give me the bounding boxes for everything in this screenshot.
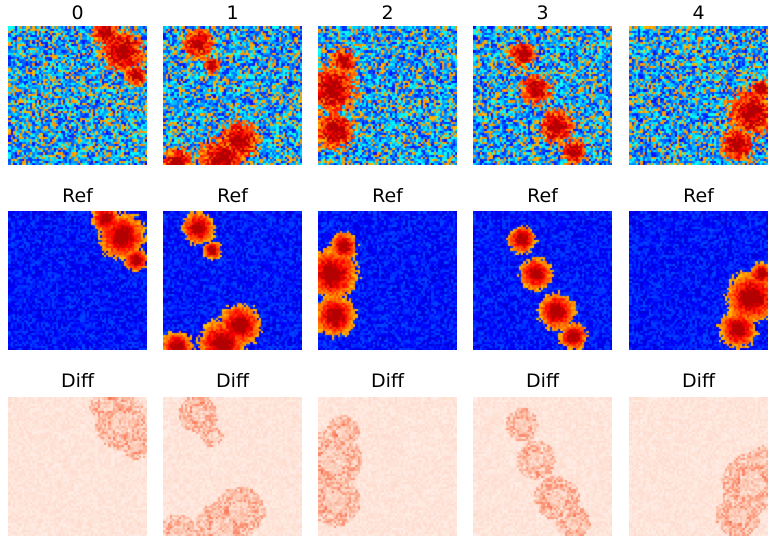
difference-image-4 — [629, 397, 768, 536]
reference-image-4 — [629, 211, 768, 350]
panel-title-pred-4: 4 — [692, 2, 705, 24]
reference-image-2 — [318, 211, 457, 350]
panel-title-diff-1: Diff — [216, 370, 249, 392]
panel-title-pred-2: 2 — [381, 2, 394, 24]
panel-title-pred-0: 0 — [71, 2, 84, 24]
panel-title-ref-2: Ref — [372, 185, 403, 207]
panel-title-pred-1: 1 — [226, 2, 239, 24]
panel-title-diff-2: Diff — [371, 370, 404, 392]
panel-title-diff-3: Diff — [526, 370, 559, 392]
reference-image-3 — [473, 211, 612, 350]
prediction-image-0 — [8, 26, 147, 165]
panel-title-pred-3: 3 — [536, 2, 549, 24]
panel-title-diff-0: Diff — [61, 370, 94, 392]
panel-title-ref-3: Ref — [527, 185, 558, 207]
difference-image-2 — [318, 397, 457, 536]
prediction-image-3 — [473, 26, 612, 165]
panel-title-ref-4: Ref — [683, 185, 714, 207]
panel-title-ref-1: Ref — [217, 185, 248, 207]
prediction-image-4 — [629, 26, 768, 165]
panel-title-ref-0: Ref — [62, 185, 93, 207]
prediction-image-2 — [318, 26, 457, 165]
reference-image-0 — [8, 211, 147, 350]
prediction-image-1 — [163, 26, 302, 165]
panel-title-diff-4: Diff — [682, 370, 715, 392]
difference-image-1 — [163, 397, 302, 536]
difference-image-3 — [473, 397, 612, 536]
reference-image-1 — [163, 211, 302, 350]
difference-image-0 — [8, 397, 147, 536]
